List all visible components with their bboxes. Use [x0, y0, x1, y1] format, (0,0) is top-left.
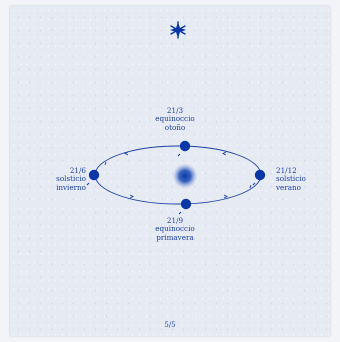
orbit-direction-marks — [104, 151, 252, 199]
label-line1: solsticio — [276, 174, 306, 184]
label-line2: primavera — [156, 232, 194, 242]
page-number: 5/5 — [164, 321, 176, 329]
planet-bottom — [178, 198, 192, 215]
label-solstice-winter: 21/6 solsticio invierno — [36, 166, 86, 192]
label-line1: equinoccio — [155, 224, 195, 234]
label-date: 21/9 — [166, 216, 184, 225]
label-line2: otoño — [164, 122, 186, 132]
planet-top — [177, 140, 191, 157]
sun-icon — [172, 163, 198, 189]
label-solstice-summer: 21/12 solsticio verano — [276, 166, 326, 192]
label-date: 21/3 — [166, 106, 184, 115]
star-icon — [170, 21, 186, 39]
label-line1: equinoccio — [155, 114, 195, 124]
label-line2: invierno — [56, 182, 86, 192]
planet-left — [86, 169, 100, 186]
label-equinox-autumn: 21/3 equinoccio otoño — [135, 106, 215, 132]
orbit-card: 21/3 equinoccio otoño 21/9 equinoccio pr… — [10, 6, 330, 336]
label-equinox-spring: 21/9 equinoccio primavera — [135, 216, 215, 242]
label-line1: solsticio — [56, 174, 86, 184]
label-date: 21/12 — [276, 166, 297, 175]
label-date: 21/6 — [69, 166, 86, 175]
planet-right — [252, 169, 266, 186]
orbit-diagram — [86, 21, 266, 215]
label-line2: verano — [276, 182, 301, 192]
